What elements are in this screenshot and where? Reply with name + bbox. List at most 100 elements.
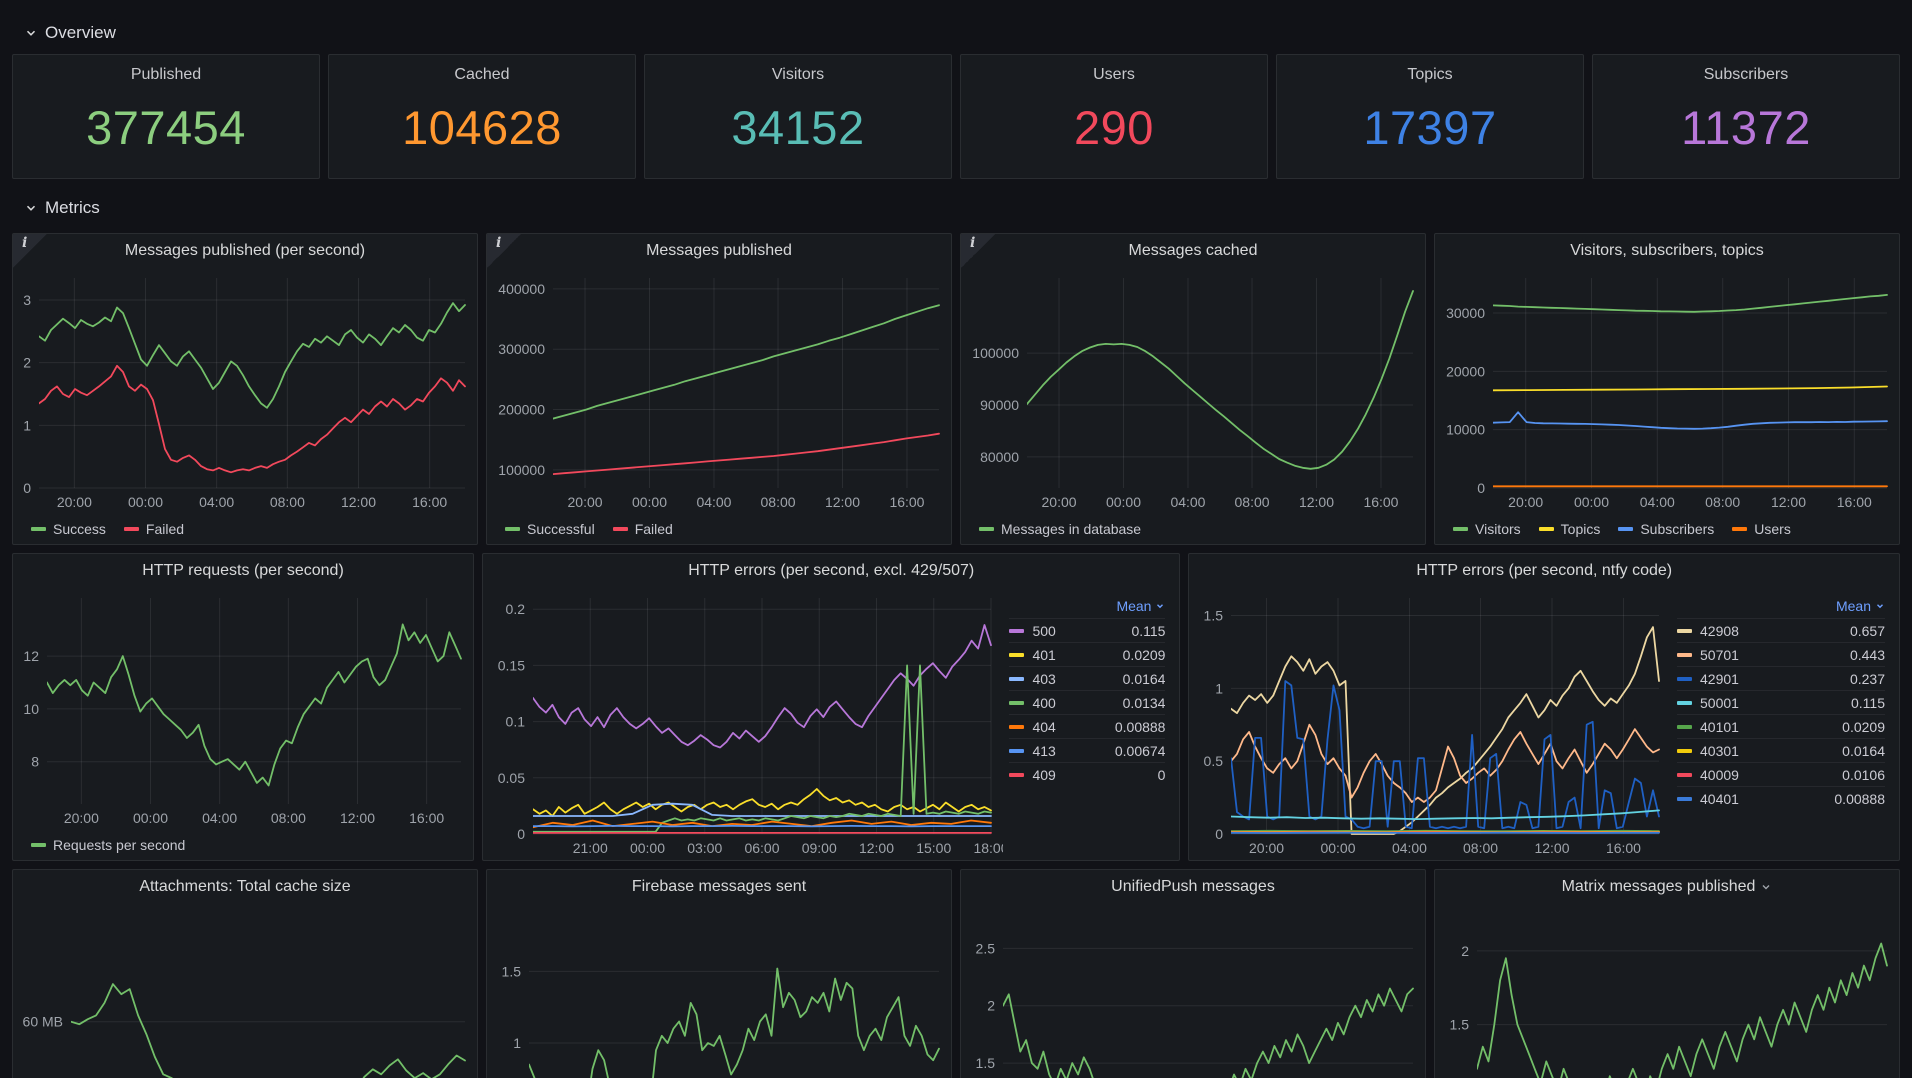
chart-messages-cached[interactable]: 80000 90000 100000 20:00 00:00 04:00 08:00 12:0… [961,268,1425,514]
series-mean-value: 0.443 [1849,646,1885,663]
legend-mean-header[interactable]: Mean [1009,594,1165,618]
panel-title[interactable]: UnifiedPush messages [1111,878,1275,895]
sort-chevron-icon [1157,604,1164,609]
legend-label: Users [1754,521,1791,537]
series-name: 50701 [1700,646,1739,663]
chart-firebase-messages[interactable]: 0.511.5 [487,904,951,1078]
legend-table-row[interactable]: 40101 0.0209 [1677,714,1885,738]
legend-item[interactable]: Visitors [1453,521,1521,537]
svg-text:80000: 80000 [980,449,1019,465]
panel-http-requests: HTTP requests (per second) 8 10 12 20:00 00:… [12,553,474,861]
panel-info-corner[interactable]: i [13,234,47,268]
svg-text:2: 2 [987,998,995,1014]
panel-title[interactable]: Matrix messages published [1435,870,1899,904]
series-name: 404 [1032,718,1056,735]
panel-title[interactable]: HTTP errors (per second, excl. 429/507) [688,562,975,579]
stat-value: 17397 [1363,100,1497,154]
svg-text:16:00: 16:00 [412,494,447,510]
series-mean-value: 0.115 [1851,694,1885,711]
legend-item[interactable]: Successful [505,521,595,537]
chart-http-errors-ntfy[interactable]: 0 0.5 1 1.5 20:00 00:00 04:00 08:00 12:00 16:00 [1189,588,1671,860]
legend-item[interactable]: Messages in database [979,521,1141,537]
legend-label: Visitors [1475,521,1521,537]
legend-table-row[interactable]: 409 0 [1009,762,1166,786]
svg-text:10: 10 [23,701,39,717]
stat-value: 104628 [402,100,562,154]
series-mean-value: 0.0164 [1122,670,1166,687]
stat-published: Published 377454 [12,54,320,179]
legend-table-row[interactable]: 413 0.00674 [1009,738,1166,762]
stat-title: Cached [454,66,510,83]
chart-messages-published[interactable]: 100000 200000 300000 400000 20:00 00:00 04:00 0… [487,268,951,514]
svg-text:2.5: 2.5 [976,940,996,956]
legend-table-row[interactable]: 400 0.0134 [1009,690,1166,714]
chart-unifiedpush-messages[interactable]: 11.522.5 [961,904,1425,1078]
svg-text:00:00: 00:00 [1106,494,1141,510]
legend-table-row[interactable]: 401 0.0209 [1009,642,1166,666]
chart-matrix-messages[interactable]: 11.52 [1435,904,1899,1078]
svg-text:04:00: 04:00 [202,810,237,826]
panel-title[interactable]: HTTP errors (per second, ntfy code) [1416,562,1673,579]
panel-title[interactable]: HTTP requests (per second) [142,562,344,579]
legend-item[interactable]: Failed [123,521,184,537]
series-color-swatch [1677,748,1692,753]
panel-title[interactable]: Visitors, subscribers, topics [1570,242,1764,259]
section-overview[interactable]: Overview [12,18,1900,48]
svg-text:00:00: 00:00 [632,494,667,510]
legend-table-row[interactable]: 500 0.115 [1009,618,1166,642]
panel-title[interactable]: Messages cached [1128,242,1258,259]
legend-table-row[interactable]: 42901 0.237 [1677,666,1885,690]
chart-http-requests[interactable]: 8 10 12 20:00 00:00 04:00 08:00 12:00 16:00 [13,588,473,830]
panel-http-errors-ntfy: HTTP errors (per second, ntfy code) 0 0.5… [1188,553,1900,861]
svg-text:0: 0 [1477,480,1485,496]
series-color-swatch [1538,527,1554,531]
svg-text:1: 1 [513,1035,521,1051]
panel-title[interactable]: Attachments: Total cache size [139,878,351,895]
chart-attachments-cache-size[interactable]: 55 MB 60 MB [13,904,477,1078]
series-color-swatch [979,527,994,531]
panel-info-corner[interactable]: i [487,234,521,268]
chart-legend: Messages in database [961,514,1425,544]
panel-title[interactable]: Firebase messages sent [631,878,807,895]
panel-title[interactable]: Messages published [646,242,792,259]
svg-text:3: 3 [23,292,31,308]
svg-text:10000: 10000 [1446,422,1485,438]
legend-label: Messages in database [1001,521,1142,537]
svg-text:04:00: 04:00 [199,494,234,510]
legend-item[interactable]: Users [1732,521,1791,537]
legend-table-row[interactable]: 404 0.00888 [1009,714,1166,738]
chart-messages-published-rate[interactable]: 0 1 2 3 20:00 00:00 04:00 08:00 12:00 16:00 [13,268,477,514]
panel-menu-chevron-icon[interactable] [1760,881,1772,893]
panel-matrix-messages: Matrix messages published 11.52 [1434,869,1900,1078]
legend-table-row[interactable]: 40401 0.00888 [1677,786,1885,810]
svg-text:08:00: 08:00 [271,810,306,826]
legend-item[interactable]: Requests per second [31,837,185,853]
svg-text:04:00: 04:00 [1392,840,1427,856]
panel-messages-published: i Messages published 100000 200000 300000 4… [486,233,952,545]
svg-text:08:00: 08:00 [270,494,305,510]
panel-title[interactable]: Messages published (per second) [124,242,366,259]
chart-legend: Successful Failed [487,514,951,544]
legend-item[interactable]: Failed [612,521,673,537]
legend-mean-header[interactable]: Mean [1677,594,1885,618]
series-name: 401 [1032,646,1056,663]
legend-table-row[interactable]: 40009 0.0106 [1677,762,1885,786]
series-color-swatch [1009,628,1025,633]
legend-table-row[interactable]: 50701 0.443 [1677,642,1885,666]
legend-item[interactable]: Topics [1538,521,1600,537]
legend-table-row[interactable]: 42908 0.657 [1677,618,1885,642]
series-color-swatch [1009,724,1025,729]
section-metrics[interactable]: Metrics [12,193,1900,223]
legend-table-row[interactable]: 403 0.0164 [1009,666,1166,690]
svg-text:16:00: 16:00 [1363,494,1398,510]
series-color-swatch [31,843,46,847]
chart-legend: Success Failed [13,514,477,544]
chart-visitors-subscribers-topics[interactable]: 0 10000 20000 30000 20:00 00:00 04:00 08:00 12:0… [1435,268,1899,514]
chart-http-errors-excl[interactable]: 0 0.05 0.1 0.15 0.2 21:00 00:00 03:00 06:00 09:00… [483,588,1003,860]
legend-item[interactable]: Subscribers [1618,521,1714,537]
panel-info-corner[interactable]: i [961,234,995,268]
series-color-swatch [1677,652,1692,657]
legend-item[interactable]: Success [31,521,106,537]
legend-table-row[interactable]: 50001 0.115 [1677,690,1885,714]
legend-table-row[interactable]: 40301 0.0164 [1677,738,1885,762]
